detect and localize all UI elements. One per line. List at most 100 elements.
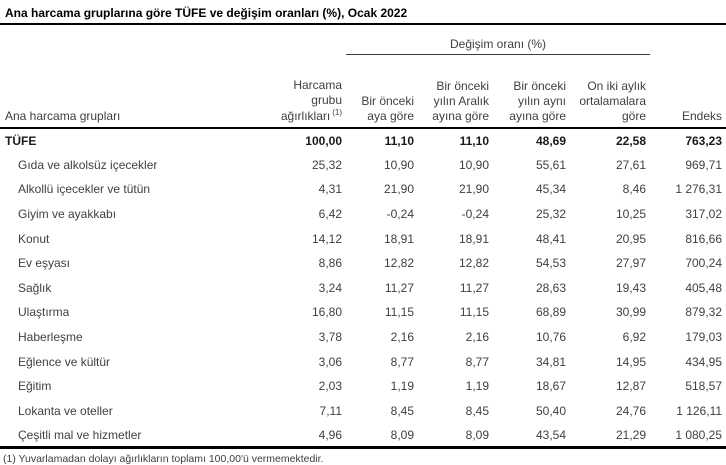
index-value: 1 126,11: [676, 403, 723, 418]
weight-value: 4,31: [318, 182, 342, 197]
annual-change-value: 50,40: [535, 403, 566, 418]
weight-value: 3,24: [318, 280, 342, 295]
group-name: Sağlık: [18, 280, 52, 295]
table-row: Eğlence ve kültür 3,06 8,77 8,77 34,81 1…: [0, 349, 726, 374]
monthly-change-value: 18,91: [383, 231, 414, 246]
table-row: Ev eşyası 8,86 12,82 12,82 54,53 27,97 7…: [0, 251, 726, 276]
group-name: Ev eşyası: [18, 256, 71, 271]
since-december-change-value: 11,15: [459, 305, 489, 320]
index-value: 179,03: [685, 330, 723, 345]
twelve-month-avg-value: 14,95: [616, 354, 647, 369]
weight-value: 14,12: [311, 231, 342, 246]
monthly-change-value: -0,24: [386, 207, 414, 222]
since-december-change-value: -0,24: [461, 207, 489, 222]
spacer-cell: [0, 25, 346, 55]
index-value: 879,32: [685, 305, 723, 320]
twelve-month-avg-value: 12,87: [616, 379, 647, 394]
since-december-change-value: 8,09: [465, 427, 489, 442]
annual-change-value: 18,67: [535, 379, 566, 394]
monthly-change-value: 1,19: [390, 379, 414, 394]
weight-footnote-marker: (1): [332, 108, 342, 117]
col-header-monthly: Bir önceki aya göre: [346, 54, 418, 129]
index-value: 405,48: [685, 280, 723, 295]
since-december-change-value: 11,10: [459, 133, 489, 148]
index-value: 434,95: [685, 354, 723, 369]
twelve-month-avg-value: 10,25: [616, 207, 647, 222]
monthly-change-value: 8,09: [390, 427, 414, 442]
column-header-row: Ana harcama grupları Harcama grubu ağırl…: [0, 54, 726, 129]
monthly-change-value: 21,90: [383, 182, 414, 197]
annual-change-value: 48,69: [535, 133, 566, 148]
monthly-change-value: 11,10: [384, 133, 414, 148]
group-name: Konut: [18, 231, 50, 246]
twelve-month-avg-value: 30,99: [616, 305, 647, 320]
table-row: Alkollü içecekler ve tütün 4,31 21,90 21…: [0, 177, 726, 202]
table-row: Giyim ve ayakkabı 6,42 -0,24 -0,24 25,32…: [0, 202, 726, 227]
weight-value: 4,96: [318, 427, 342, 442]
since-december-change-value: 18,91: [458, 231, 489, 246]
twelve-month-avg-value: 6,92: [622, 330, 647, 345]
monthly-change-value: 10,90: [383, 157, 414, 172]
table-row: Gıda ve alkolsüz içecekler 25,32 10,90 1…: [0, 153, 726, 178]
group-name: Giyim ve ayakkabı: [18, 207, 117, 222]
page-title: Ana harcama gruplarına göre TÜFE ve deği…: [0, 0, 726, 25]
group-name: Eğlence ve kültür: [18, 354, 111, 369]
spacer-cell: [650, 25, 726, 55]
group-name: Çeşitli mal ve hizmetler: [18, 427, 142, 442]
table-row: TÜFE 100,00 11,10 11,10 48,69 22,58 763,…: [0, 128, 726, 153]
group-header-row: Değişim oranı (%): [0, 25, 726, 55]
twelve-month-avg-value: 24,76: [616, 403, 647, 418]
annual-change-value: 68,89: [535, 305, 566, 320]
footnote: (1) Yuvarlamadan dolayı ağırlıkların top…: [3, 453, 324, 465]
since-december-change-value: 11,27: [459, 280, 489, 295]
weight-value: 6,42: [318, 207, 342, 222]
col-header-index: Endeks: [650, 54, 726, 129]
monthly-change-value: 2,16: [390, 330, 414, 345]
table-row: Konut 14,12 18,91 18,91 48,41 20,95 816,…: [0, 226, 726, 251]
annual-change-value: 28,63: [535, 280, 566, 295]
index-value: 518,57: [685, 379, 723, 394]
annual-change-value: 45,34: [535, 182, 566, 197]
annual-change-value: 54,53: [535, 256, 566, 271]
twelve-month-avg-value: 19,43: [616, 280, 647, 295]
group-name: Lokanta ve oteller: [18, 403, 113, 418]
col-header-annual: Bir önceki yılın aynı ayına göre: [493, 54, 570, 129]
table-row: Lokanta ve oteller 7,11 8,45 8,45 50,40 …: [0, 399, 726, 424]
table-body: TÜFE 100,00 11,10 11,10 48,69 22,58 763,…: [0, 128, 726, 448]
table-row: Haberleşme 3,78 2,16 2,16 10,76 6,92 179…: [0, 325, 726, 350]
weight-value: 3,78: [318, 330, 342, 345]
annual-change-value: 43,54: [535, 427, 566, 442]
twelve-month-avg-value: 27,97: [616, 256, 647, 271]
since-december-change-value: 21,90: [458, 182, 489, 197]
table-row: Ulaştırma 16,80 11,15 11,15 68,89 30,99 …: [0, 300, 726, 325]
col-header-weight: Harcama grubu ağırlıkları (1): [278, 54, 346, 129]
cpi-table: Değişim oranı (%) Ana harcama grupları H…: [0, 25, 726, 450]
index-value: 969,71: [685, 157, 723, 172]
weight-value: 2,03: [318, 379, 342, 394]
weight-value: 16,80: [311, 305, 342, 320]
twelve-month-avg-value: 27,61: [616, 157, 647, 172]
since-december-change-value: 2,16: [465, 330, 489, 345]
index-value: 317,02: [685, 207, 723, 222]
weight-value: 3,06: [318, 354, 342, 369]
annual-change-value: 34,81: [535, 354, 566, 369]
change-rate-group-header: Değişim oranı (%): [346, 25, 651, 55]
index-value: 763,23: [685, 133, 723, 148]
table-row: Eğitim 2,03 1,19 1,19 18,67 12,87 518,57: [0, 374, 726, 399]
table-row: Çeşitli mal ve hizmetler 4,96 8,09 8,09 …: [0, 423, 726, 448]
weight-value: 7,11: [319, 403, 342, 418]
table-row: Sağlık 3,24 11,27 11,27 28,63 19,43 405,…: [0, 276, 726, 301]
group-name: Eğitim: [18, 379, 52, 394]
twelve-month-avg-value: 21,29: [616, 427, 647, 442]
annual-change-value: 55,61: [535, 157, 566, 172]
since-december-change-value: 1,19: [465, 379, 489, 394]
col-header-since-december: Bir önceki yılın Aralık ayına göre: [418, 54, 493, 129]
annual-change-value: 48,41: [535, 231, 566, 246]
group-name: Gıda ve alkolsüz içecekler: [18, 157, 158, 172]
group-name: Alkollü içecekler ve tütün: [18, 182, 151, 197]
since-december-change-value: 10,90: [458, 157, 489, 172]
since-december-change-value: 8,45: [465, 403, 489, 418]
index-value: 1 276,31: [675, 182, 723, 197]
twelve-month-avg-value: 22,58: [616, 133, 647, 148]
